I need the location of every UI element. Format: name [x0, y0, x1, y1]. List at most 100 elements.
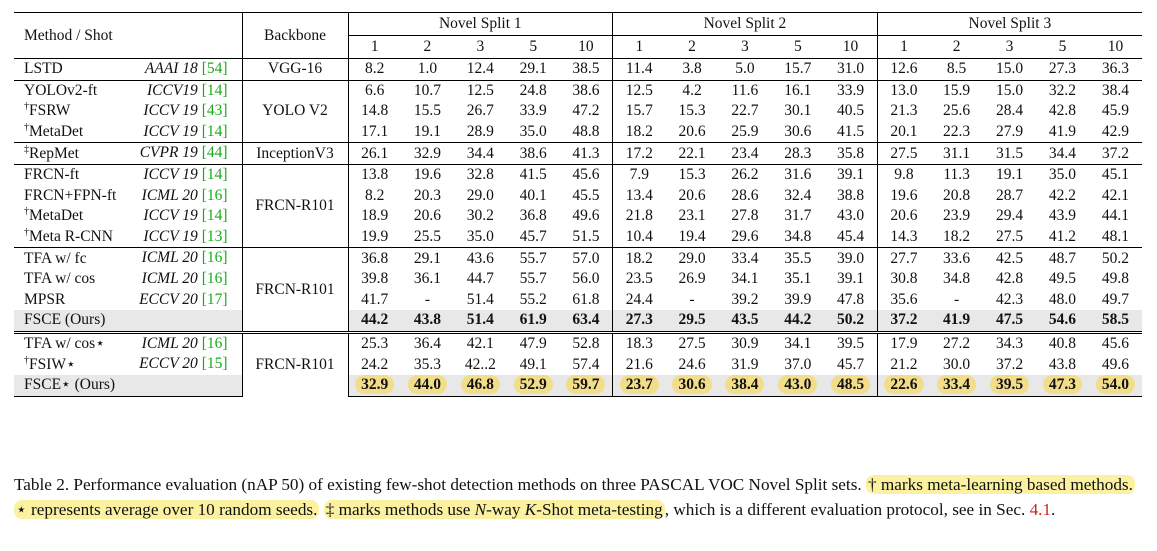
method-mark: † [24, 122, 29, 134]
caption-highlight-protocol: ‡ marks methods use N-way K-Shot meta-te… [323, 500, 665, 519]
venue-name: ICCV 19 [143, 227, 198, 245]
citation-link[interactable]: [16] [201, 186, 228, 204]
bold-value: 27.3 [625, 311, 653, 329]
value-cell: 35.3 [413, 355, 441, 373]
value-cell-ours: 51.4 [453, 310, 507, 333]
value-cell-ours: 30.6 [665, 374, 719, 397]
value-cell: 45.6 [1088, 330, 1142, 355]
venue-name: ECCV 20 [139, 355, 198, 373]
table-row: TFA w/ cos ICML 20 [16] 39.8 36.1 44.7 55.7 56… [14, 268, 1142, 290]
value-cell: 33.9 [824, 79, 878, 102]
value-cell-ours: 29.5 [665, 310, 719, 333]
method-name: Meta R-CNN [29, 228, 113, 246]
value-cell: 12.5 [612, 79, 666, 102]
highlighted-value: 22.6 [884, 375, 924, 395]
method-name: FSRW [29, 102, 71, 120]
citation-link[interactable]: [54] [201, 60, 228, 77]
value-cell: 27.5 [876, 142, 931, 165]
method-cell: FRCN-ft ICCV 19 [14] [14, 163, 243, 186]
value-cell-ours: 41.9 [930, 310, 984, 333]
bold-value: 47.5 [995, 311, 1024, 329]
table-row: ‡RepMet CVPR 19 [44] InceptionV3 26.1 32.9 34… [14, 142, 1142, 165]
header-split-1: Novel Split 1 [348, 12, 613, 36]
value-cell: 37.0 [784, 355, 812, 373]
value-cell: 42.1 [1101, 186, 1130, 204]
value-cell: 26.7 [466, 102, 494, 120]
citation-link[interactable]: [14] [201, 81, 228, 99]
value-cell: 49.5 [1048, 270, 1077, 288]
value-cell: 42.2 [1048, 186, 1077, 204]
table-row: LSTD AAAI 18 [54] VGG-16 8.2 1.0 12.4 29.1 38.5… [14, 58, 1142, 81]
highlighted-value: 47.3 [1042, 375, 1083, 395]
citation-link[interactable]: [16] [201, 334, 228, 352]
table-row: †Meta R-CNN ICCV 19 [13] 19.9 25.5 35.0 45.7 5… [14, 226, 1142, 248]
citation-link[interactable]: [17] [201, 290, 228, 308]
value-cell: 61.8 [572, 290, 600, 308]
value-cell: 37.2 [995, 355, 1024, 373]
value-cell: 35.1 [784, 270, 812, 288]
value-cell: 41.2 [1048, 228, 1077, 246]
venue-name: ICML 20 [141, 186, 198, 204]
value-cell: 38.5 [559, 58, 613, 81]
value-cell: 15.0 [983, 79, 1036, 102]
value-cell: 32.8 [453, 163, 507, 186]
backbone-cell: InceptionV3 [241, 142, 349, 165]
citation-link[interactable]: [13] [201, 227, 228, 245]
value-cell: 31.1 [930, 142, 984, 165]
value-cell: 27.3 [1036, 58, 1089, 81]
highlighted-value: 32.9 [355, 375, 395, 395]
value-cell-ours: 50.2 [824, 310, 878, 333]
header-shot: 3 [741, 38, 749, 55]
citation-link[interactable]: [14] [201, 122, 228, 140]
caption-protocol-k: K [524, 500, 537, 519]
value-cell: 34.8 [784, 228, 812, 246]
citation-link[interactable]: [16] [201, 269, 228, 287]
method-name: RepMet [29, 144, 79, 162]
citation-link[interactable]: [14] [201, 165, 228, 183]
value-cell: 25.9 [731, 123, 759, 141]
value-cell-ours: 44.2 [348, 310, 401, 333]
bold-value: 43.5 [731, 311, 759, 329]
citation-link[interactable]: [15] [201, 355, 228, 373]
value-cell-ours: 54.0 [1088, 374, 1142, 397]
venue-name: ECCV 20 [139, 290, 198, 308]
caption-protocol-n: N [474, 500, 487, 519]
value-cell: 28.6 [731, 186, 759, 204]
value-cell: - [954, 290, 960, 308]
citation-link[interactable]: [44] [201, 144, 228, 162]
citation-link[interactable]: [16] [201, 249, 228, 267]
value-cell: 11.4 [612, 58, 666, 81]
venue-name: ICCV 19 [143, 165, 198, 183]
method-cell: YOLOv2-ft ICCV19 [14] [14, 79, 243, 102]
value-cell-ours: 44.2 [771, 310, 825, 333]
caption-highlight-seeds: ⋆ represents average over 10 random seed… [14, 500, 320, 519]
value-cell: 8.2 [348, 58, 401, 81]
header-shot: 2 [688, 38, 696, 55]
value-cell: 13.0 [876, 79, 931, 102]
value-cell: 24.4 [612, 289, 666, 311]
value-cell: 47.8 [836, 290, 865, 308]
results-table: Method / Shot Backbone Novel Split 1 Novel … [14, 12, 1142, 397]
value-cell: 49.8 [1101, 270, 1130, 288]
value-cell: 9.8 [876, 163, 931, 186]
value-cell: 49.6 [572, 207, 600, 225]
value-cell: 42.9 [1101, 123, 1130, 141]
bold-value: 50.2 [836, 311, 865, 329]
value-cell: 15.3 [678, 102, 706, 120]
value-cell: 23.1 [678, 207, 706, 225]
value-cell: 35.6 [876, 289, 931, 311]
caption-section-link[interactable]: 4.1 [1029, 500, 1052, 519]
header-shot: 10 [578, 38, 594, 55]
value-cell: 48.1 [1101, 228, 1130, 246]
value-cell: 12.5 [453, 79, 507, 102]
value-cell: 5.0 [718, 58, 772, 81]
table-row: †FSRW ICCV 19 [43] 14.8 15.5 26.7 33.9 47.2 15.… [14, 101, 1142, 122]
citation-link[interactable]: [14] [201, 207, 228, 225]
method-venue: ICCV 19 [13] [143, 227, 227, 247]
value-cell-ours: 43.0 [771, 374, 825, 397]
bold-value: 54.6 [1048, 311, 1077, 329]
value-cell: 28.4 [995, 102, 1024, 120]
citation-link[interactable]: [43] [201, 102, 228, 120]
value-cell: 1.0 [400, 58, 454, 81]
value-cell: 45.4 [836, 228, 865, 246]
